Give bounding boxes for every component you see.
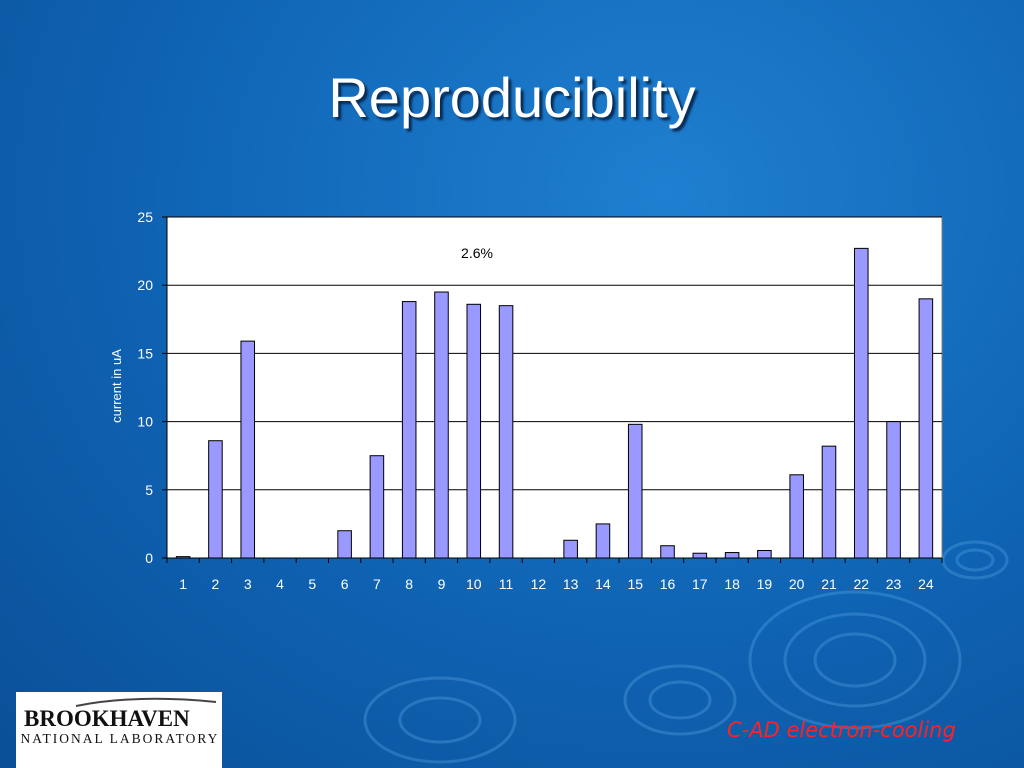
x-tick-label: 19: [757, 576, 773, 592]
gridlines: [167, 216, 942, 491]
x-tick-label: 1: [179, 576, 187, 592]
bar-13: [563, 539, 578, 559]
bar-7: [369, 455, 385, 559]
bar-20: [789, 474, 804, 559]
bar-2: [208, 440, 223, 559]
x-tick-label: 17: [692, 576, 708, 592]
y-tick-label: 25: [137, 209, 153, 225]
bar-8: [401, 301, 417, 559]
bar-21: [821, 445, 837, 559]
bar-23: [886, 421, 901, 559]
bar-15: [627, 423, 643, 559]
logo-swoosh-icon: [75, 697, 217, 707]
bar-14: [595, 523, 611, 559]
bars: [175, 247, 934, 559]
y-tick-label: 20: [137, 277, 153, 293]
bar-16: [660, 545, 675, 559]
bar-24: [918, 298, 934, 559]
x-tick-label: 13: [563, 576, 579, 592]
y-tick-labels: 0 5 10 15 20 25: [137, 209, 153, 566]
x-tick-label: 18: [724, 576, 740, 592]
bar-6: [337, 530, 352, 559]
axes: [162, 216, 943, 563]
y-tick-label: 5: [145, 482, 153, 498]
x-tick-label: 24: [918, 576, 934, 592]
x-tick-label: 8: [405, 576, 413, 592]
x-tick-label: 9: [438, 576, 446, 592]
x-tick-label: 15: [627, 576, 643, 592]
y-axis-label: current in uA: [109, 349, 124, 423]
x-tick-label: 12: [531, 576, 547, 592]
y-tick-label: 15: [137, 345, 153, 361]
bar-3: [240, 340, 256, 559]
x-tick-label: 3: [244, 576, 252, 592]
y-tick-label: 10: [137, 414, 153, 430]
bar-22: [853, 247, 869, 559]
x-tick-label: 2: [212, 576, 220, 592]
bar-17: [692, 552, 708, 559]
bar-18: [724, 552, 740, 559]
x-tick-label: 5: [308, 576, 316, 592]
y-tick-label: 0: [145, 550, 153, 566]
x-tick-label: 16: [660, 576, 676, 592]
slide-title: Reproducibility: [328, 66, 696, 129]
bar-9: [434, 291, 449, 559]
plot-area: [166, 216, 943, 559]
footer-text: C-AD electron-cooling: [727, 718, 956, 742]
bar-19: [757, 549, 772, 559]
x-tick-label: 14: [595, 576, 611, 592]
bar-11: [498, 305, 514, 559]
x-tick-label: 21: [821, 576, 837, 592]
x-tick-label: 6: [341, 576, 349, 592]
logo-wordmark: BROOKHAVEN: [24, 706, 190, 731]
x-tick-label: 4: [276, 576, 284, 592]
logo-subtitle: NATIONAL LABORATORY: [20, 731, 220, 746]
x-tick-label: 11: [499, 576, 514, 592]
bar-10: [466, 303, 482, 559]
x-tick-label: 10: [466, 576, 482, 592]
chart-annotation: 2.6%: [461, 245, 493, 261]
x-tick-label: 7: [373, 576, 381, 592]
x-tick-label: 22: [853, 576, 869, 592]
x-tick-labels: 1 2 3 4 5 6 7 8 9 10 11 12 13 14 15 16 17 18 19 20 21 22 23 24: [179, 576, 934, 592]
x-tick-label: 20: [789, 576, 805, 592]
brookhaven-logo: BROOKHAVEN NATIONAL LABORATORY: [16, 692, 222, 768]
x-tick-label: 23: [886, 576, 902, 592]
